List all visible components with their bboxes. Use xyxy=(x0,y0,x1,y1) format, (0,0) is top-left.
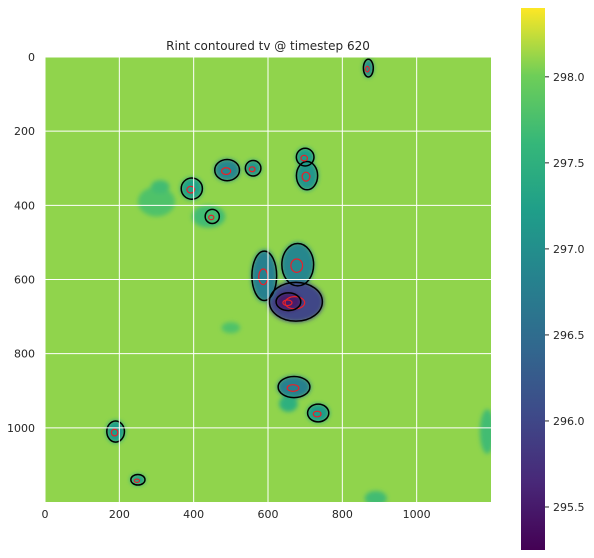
colorbar-tick-label: 296.0 xyxy=(553,415,585,428)
y-tick-label: 800 xyxy=(14,348,35,361)
heatmap-feature xyxy=(307,403,330,423)
colorbar-tick-label: 296.5 xyxy=(553,329,585,342)
contour-red xyxy=(208,214,215,221)
contour-red xyxy=(110,428,119,437)
contour-red xyxy=(300,154,309,162)
contour-black xyxy=(295,160,319,191)
y-tick-label: 0 xyxy=(28,51,35,64)
grid-lines xyxy=(45,57,491,502)
colorbar-tick-label: 297.5 xyxy=(553,157,585,170)
heatmap-feature xyxy=(295,160,319,191)
x-axis: 0 200 400 600 800 1000 xyxy=(42,508,431,521)
x-tick-label: 0 xyxy=(42,508,49,521)
contour-red xyxy=(248,166,256,173)
y-tick-label: 1000 xyxy=(7,422,35,435)
contour-black xyxy=(295,147,315,167)
y-axis: 0 200 400 600 800 1000 xyxy=(7,51,35,435)
heatmap-feature xyxy=(244,160,262,177)
contour-black xyxy=(268,281,324,322)
contour-black xyxy=(244,159,262,177)
x-tick-label: 400 xyxy=(183,508,204,521)
contour-black xyxy=(306,403,330,423)
contour-black xyxy=(362,58,375,78)
heatmap-feature xyxy=(251,249,278,302)
contour-red xyxy=(301,171,311,182)
contour-black xyxy=(106,420,126,443)
contour-red xyxy=(364,65,370,73)
contour-black xyxy=(277,375,311,399)
contour-black xyxy=(275,292,302,312)
x-tick-label: 200 xyxy=(109,508,130,521)
contour-black xyxy=(251,250,278,302)
heatmap-feature xyxy=(364,490,387,502)
colorbar-tick-label: 295.5 xyxy=(553,501,585,514)
colorbar-tick-label: 298.0 xyxy=(553,71,585,84)
contour-black xyxy=(180,177,204,200)
heatmap-feature xyxy=(363,58,374,78)
colorbar-axis: 295.5 296.0 296.5 297.0 297.5 298.0 xyxy=(545,71,585,514)
x-tick-label: 1000 xyxy=(403,508,431,521)
heatmap-feature xyxy=(281,242,315,287)
heatmap-feature xyxy=(277,375,311,399)
chart-title: Rint contoured tv @ timestep 620 xyxy=(166,39,370,53)
x-tick-label: 800 xyxy=(332,508,353,521)
y-tick-label: 600 xyxy=(14,274,35,287)
contour-red xyxy=(286,384,300,392)
heatmap-feature xyxy=(221,322,241,334)
contour-black xyxy=(204,208,221,225)
heatmap-feature xyxy=(479,409,491,454)
contour-black xyxy=(281,242,315,287)
colorbar xyxy=(521,8,545,550)
contour-red xyxy=(133,478,141,484)
y-tick-label: 400 xyxy=(14,199,35,212)
heatmap-feature xyxy=(180,177,203,200)
contour-red xyxy=(220,167,232,176)
x-tick-label: 600 xyxy=(258,508,279,521)
heatmap-feature xyxy=(137,186,176,217)
contour-red xyxy=(282,299,293,307)
contour-red xyxy=(290,258,304,273)
contour-red xyxy=(186,185,196,194)
contour-black xyxy=(130,473,146,486)
contour-red xyxy=(312,410,322,418)
y-tick-label: 200 xyxy=(14,125,35,138)
contour-lines xyxy=(106,58,375,486)
heatmap-feature xyxy=(214,158,241,182)
colorbar-tick-label: 297.0 xyxy=(553,243,585,256)
contour-black xyxy=(214,158,241,182)
heatmap-feature xyxy=(279,395,298,412)
plot-area xyxy=(45,57,491,502)
heatmap-features xyxy=(106,58,491,502)
heatmap-feature xyxy=(106,420,125,443)
heatmap-feature xyxy=(150,180,170,194)
